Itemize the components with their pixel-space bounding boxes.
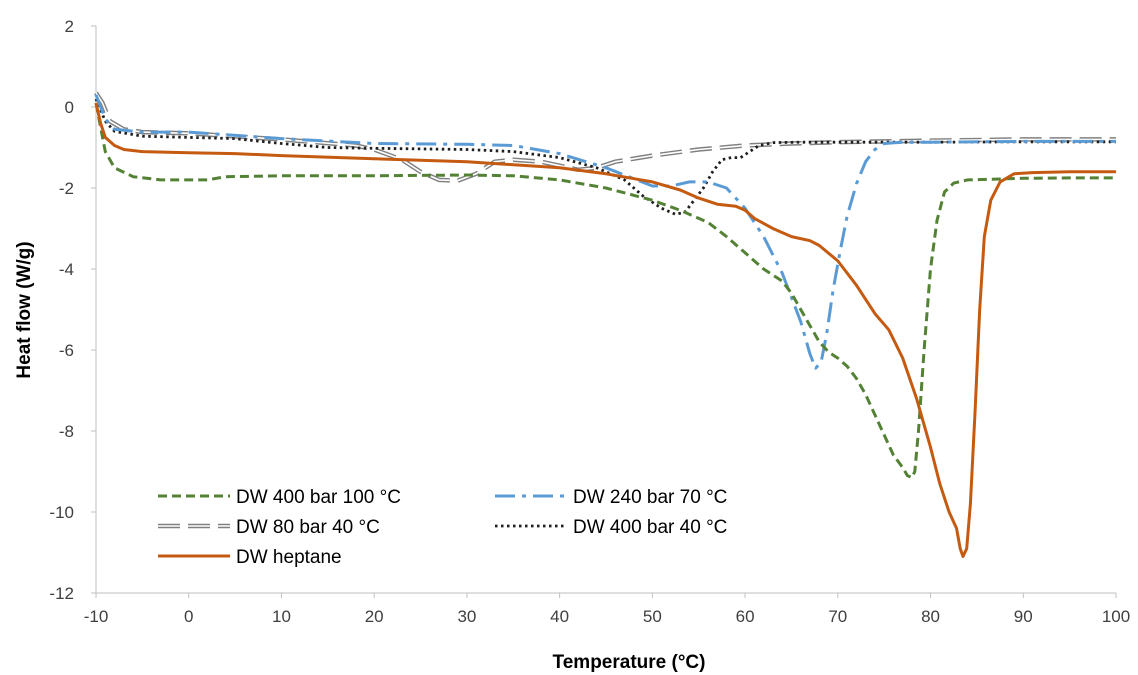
x-tick-label: 80 xyxy=(921,607,940,626)
series-line-dw-400-bar-40-c xyxy=(94,98,1116,216)
x-tick-label: 30 xyxy=(457,607,476,626)
x-tick-label: 0 xyxy=(184,607,193,626)
legend-label-dw-80-bar-40-c: DW 80 bar 40 °C xyxy=(236,517,380,538)
x-tick-label: 70 xyxy=(828,607,847,626)
y-tick-label: -8 xyxy=(59,422,74,441)
x-tick-label: 60 xyxy=(736,607,755,626)
y-tick-label: -10 xyxy=(49,503,74,522)
x-axis-title: Temperature (°C) xyxy=(553,652,706,673)
x-tick-label: 50 xyxy=(643,607,662,626)
axes: 20-2-4-6-8-10-12-10 0 10 20 30 40 50 60 70 80 90 10… xyxy=(49,17,1130,626)
y-axis-title: Heat flow (W/g) xyxy=(14,241,35,378)
series-layer xyxy=(94,91,1116,558)
x-tick-label: -10 xyxy=(84,607,109,626)
legend-label-dw-heptane: DW heptane xyxy=(236,547,342,568)
y-tick-label: 2 xyxy=(65,17,74,36)
y-tick-label: -4 xyxy=(59,260,74,279)
x-tick-label: 40 xyxy=(550,607,569,626)
y-tick-label: -12 xyxy=(49,584,74,603)
y-tick-label: -2 xyxy=(59,179,74,198)
series-line-dw-heptane xyxy=(94,102,1116,558)
legend-label-dw-400-bar-100-c: DW 400 bar 100 °C xyxy=(236,487,401,508)
series-line-dw-240-bar-70-c xyxy=(94,94,1116,370)
y-tick-label: 0 xyxy=(65,98,74,117)
y-tick-label: -6 xyxy=(59,341,74,360)
legend: DW 400 bar 100 °C DW 240 bar 70 °C DW 80 b… xyxy=(158,487,727,568)
x-tick-label: 20 xyxy=(365,607,384,626)
legend-label-dw-400-bar-40-c: DW 400 bar 40 °C xyxy=(573,517,727,538)
x-tick-label: 100 xyxy=(1102,607,1130,626)
series-line-dw-400-bar-100-c xyxy=(94,102,1116,480)
x-tick-label: 10 xyxy=(272,607,291,626)
legend-label-dw-240-bar-70-c: DW 240 bar 70 °C xyxy=(573,487,727,508)
x-tick-label: 90 xyxy=(1014,607,1033,626)
series-line-dw-80-bar-40-c-inner xyxy=(95,92,1116,182)
